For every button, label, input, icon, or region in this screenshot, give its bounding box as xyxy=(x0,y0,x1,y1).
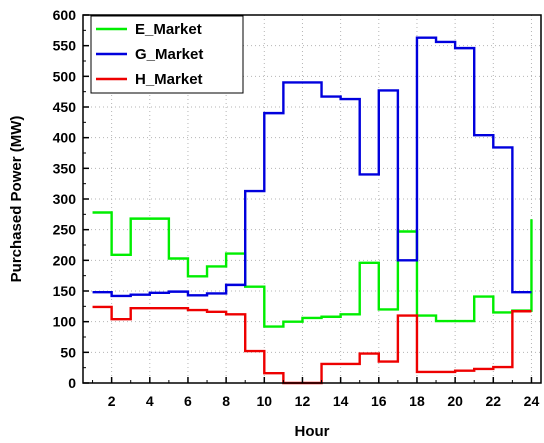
legend: E_Market G_Market H_Market xyxy=(90,15,244,94)
y-tick-label: 150 xyxy=(53,283,77,299)
x-tick-label: 22 xyxy=(486,393,502,409)
y-tick-label: 450 xyxy=(53,99,77,115)
y-tick-label: 500 xyxy=(53,68,77,84)
x-axis-label: Hour xyxy=(295,423,330,440)
legend-label: G_Market xyxy=(135,46,203,63)
y-tick-label: 200 xyxy=(53,252,77,268)
y-tick-label: 100 xyxy=(53,314,77,330)
y-tick-label: 550 xyxy=(53,38,77,54)
x-tick-label: 8 xyxy=(222,393,230,409)
x-tick-label: 18 xyxy=(409,393,425,409)
x-tick-label: 16 xyxy=(371,393,387,409)
y-tick-label: 400 xyxy=(53,130,77,146)
legend-label: H_Market xyxy=(135,71,203,88)
x-tick-label: 2 xyxy=(108,393,116,409)
x-tick-label: 4 xyxy=(146,393,154,409)
x-tick-label: 6 xyxy=(184,393,192,409)
x-tick-label: 10 xyxy=(257,393,273,409)
series-line-1 xyxy=(92,36,532,298)
y-tick-label: 50 xyxy=(60,344,76,360)
x-tick-label: 14 xyxy=(333,393,349,409)
y-axis: 0 50 100 150 200 250 300 350 400 450 500 550 600 xyxy=(53,7,89,391)
x-tick-label: 24 xyxy=(524,393,540,409)
legend-label: E_Market xyxy=(135,21,202,38)
y-tick-label: 350 xyxy=(53,160,77,176)
y-tick-label: 0 xyxy=(68,375,76,391)
y-tick-label: 300 xyxy=(53,191,77,207)
series-line-0 xyxy=(92,211,533,328)
x-axis: 2 4 6 8 10 12 14 16 18 20 22 24 xyxy=(92,377,540,409)
y-axis-label: Purchased Power (MW) xyxy=(8,116,25,283)
x-tick-label: 20 xyxy=(447,393,463,409)
y-tick-label: 250 xyxy=(53,222,77,238)
x-tick-label: 12 xyxy=(295,393,311,409)
y-tick-label: 600 xyxy=(53,7,77,23)
